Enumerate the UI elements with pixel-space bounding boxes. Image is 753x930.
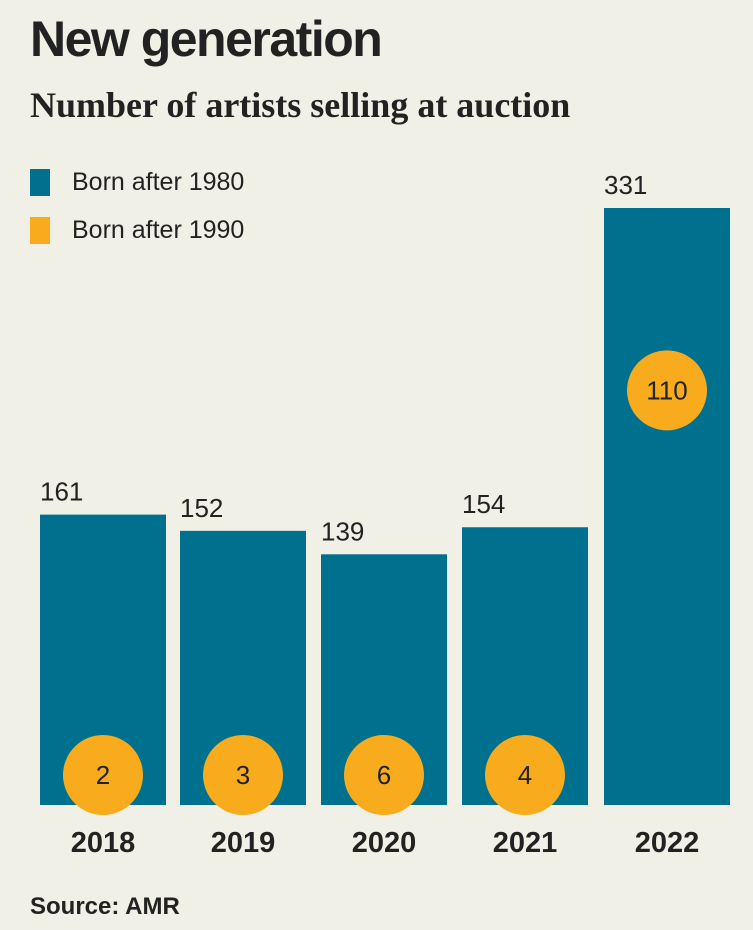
dot-born-after-1990-2020 [344,735,424,815]
chart-area: 161 2 2018 152 3 2019 139 6 2020 154 4 2021 331 110 20… [40,170,730,859]
legend-swatch-1990 [30,217,50,244]
x-tick-label-2018: 2018 [71,827,136,859]
x-tick-label-2020: 2020 [352,827,417,859]
dot-value-label-2022: 110 [646,375,687,405]
chart-title: New generation [30,11,383,67]
bar-value-label-2019: 152 [180,493,223,523]
dot-born-after-1990-2022 [627,350,707,431]
legend-label-1990: Born after 1990 [72,216,245,244]
dot-value-label-2018: 2 [96,760,110,790]
dot-value-label-2021: 4 [518,760,532,790]
x-tick-label-2022: 2022 [635,827,700,859]
legend-label-1980: Born after 1980 [72,168,245,196]
dot-value-label-2019: 3 [236,760,250,790]
dot-born-after-1990-2021 [485,735,565,815]
dot-value-label-2020: 6 [377,760,391,790]
source-note: Source: AMR [30,893,180,920]
legend-item-born-after-1990: Born after 1990 [30,216,244,245]
dot-born-after-1990-2018 [63,735,143,815]
chart-subtitle: Number of artists selling at auction [30,85,571,125]
bar-value-label-2021: 154 [462,489,505,519]
bar-value-label-2020: 139 [321,516,364,546]
x-tick-label-2021: 2021 [493,827,558,859]
legend-swatch-1980 [30,169,50,196]
legend-item-born-after-1980: Born after 1980 [30,168,244,197]
dot-born-after-1990-2019 [203,735,283,815]
bar-value-label-2022: 331 [604,170,647,200]
x-tick-label-2019: 2019 [211,827,276,859]
bar-value-label-2018: 161 [40,477,83,507]
bar-born-after-1980-2022 [604,208,730,805]
